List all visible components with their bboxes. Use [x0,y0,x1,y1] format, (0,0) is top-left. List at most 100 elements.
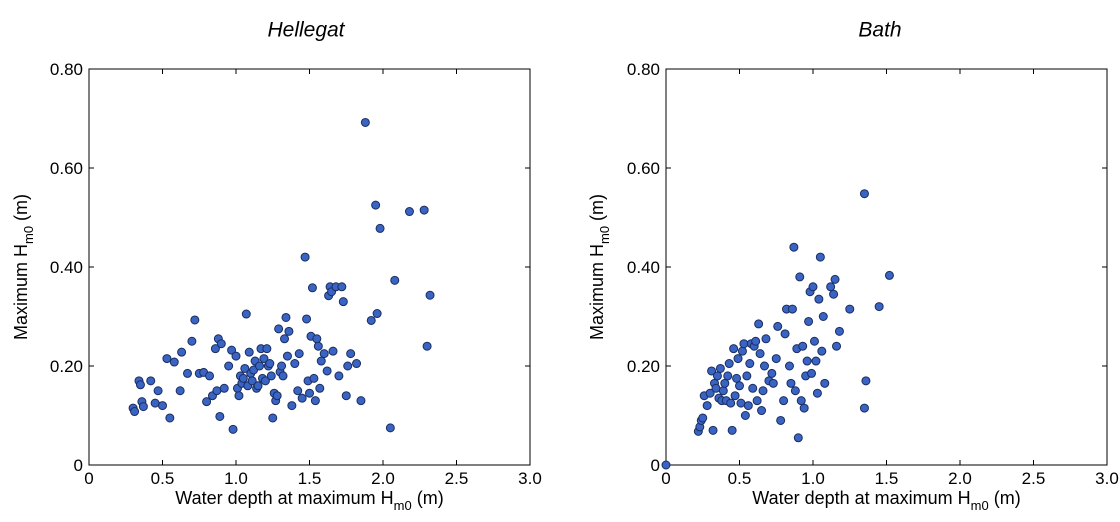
data-point [146,376,156,386]
data-point [278,371,288,381]
data-point [219,383,229,393]
data-point [177,347,187,357]
data-point [755,349,765,359]
y-tick-label: 0.20 [627,357,660,376]
data-point [737,346,747,356]
data-point [277,361,287,371]
data-point [705,388,715,398]
data-point [315,383,325,393]
x-tick-label: 2.5 [445,469,469,488]
data-point [182,368,192,378]
data-point [742,371,752,381]
data-point [385,423,395,433]
x-tick-label: 2.5 [1022,469,1046,488]
data-point [817,346,827,356]
data-point [809,336,819,346]
data-point [740,411,750,420]
data-point [732,373,742,383]
data-point [293,386,303,396]
data-point [845,304,855,314]
data-point [266,371,276,381]
x-tick-label: 0.5 [728,469,752,488]
data-point [702,401,712,411]
data-point [337,282,347,292]
data-point [158,401,167,411]
data-point [316,356,326,366]
data-point [745,359,755,369]
data-point [153,386,163,396]
y-axis-label: Maximum Hm0 (m) [587,194,612,340]
data-point [356,396,366,406]
y-tick-label: 0.80 [50,60,83,79]
data-point [708,425,718,435]
data-point [834,326,844,336]
data-point [205,371,215,381]
x-tick-label: 1.0 [224,469,248,488]
data-point [307,283,317,293]
data-point [287,401,297,411]
x-tick-label: 0 [661,469,670,488]
y-tick-label: 0.80 [627,60,660,79]
data-point [874,302,884,312]
data-point [425,290,435,300]
data-point [302,314,312,324]
data-point [818,312,828,321]
chart-panel-bath: Bath 0 0.5 1.0 1.5 2.0 2.5 3.0 0 0.20 0.40 0.60 0.80… [587,18,1119,513]
data-point [334,371,344,381]
data-point [366,315,376,325]
data-point [175,386,185,396]
data-point [754,319,764,329]
data-point [773,321,783,331]
data-point [807,368,817,378]
data-point [771,354,781,364]
data-point [729,344,739,354]
data-point [265,359,275,369]
x-tick-label: 2.0 [371,469,395,488]
data-point [733,354,743,364]
data-point [798,341,808,351]
data-point [735,381,744,391]
data-point [859,189,869,199]
data-point [165,413,175,423]
y-axis-label: Maximum Hm0 (m) [11,194,36,340]
chart-title: Hellegat [267,18,345,41]
data-point [812,388,822,398]
data-point [739,339,749,349]
x-tick-label: 1.5 [875,469,899,488]
data-point [829,289,839,299]
data-point [228,424,238,434]
x-axis-label: Water depth at maximum Hm0 (m) [175,488,443,513]
data-point [234,391,244,401]
data-point [282,351,292,361]
data-point [238,373,248,383]
x-tick-label: 1.5 [298,469,322,488]
x-tick-label: 0.5 [151,469,175,488]
data-point [761,334,771,344]
data-point [776,415,786,425]
data-point [884,270,894,280]
data-point [390,275,400,285]
data-point [779,396,789,406]
data-point [272,391,282,401]
data-point [281,312,291,322]
data-point [808,282,818,292]
data-point [811,356,821,366]
data-point [804,316,814,326]
data-point [730,391,740,401]
data-point [190,315,200,325]
data-point [130,407,140,417]
data-point [240,363,250,373]
data-point [346,349,356,359]
y-tick-label: 0.40 [627,258,660,277]
data-point [375,223,385,233]
data-point [758,386,768,396]
data-point [312,334,322,344]
data-point [268,413,278,423]
data-point [216,339,226,349]
data-point [338,297,348,307]
data-point [215,411,225,421]
y-tick-label: 0.60 [627,159,660,178]
data-point [768,378,778,388]
data-point [786,378,796,388]
data-point [826,282,836,292]
